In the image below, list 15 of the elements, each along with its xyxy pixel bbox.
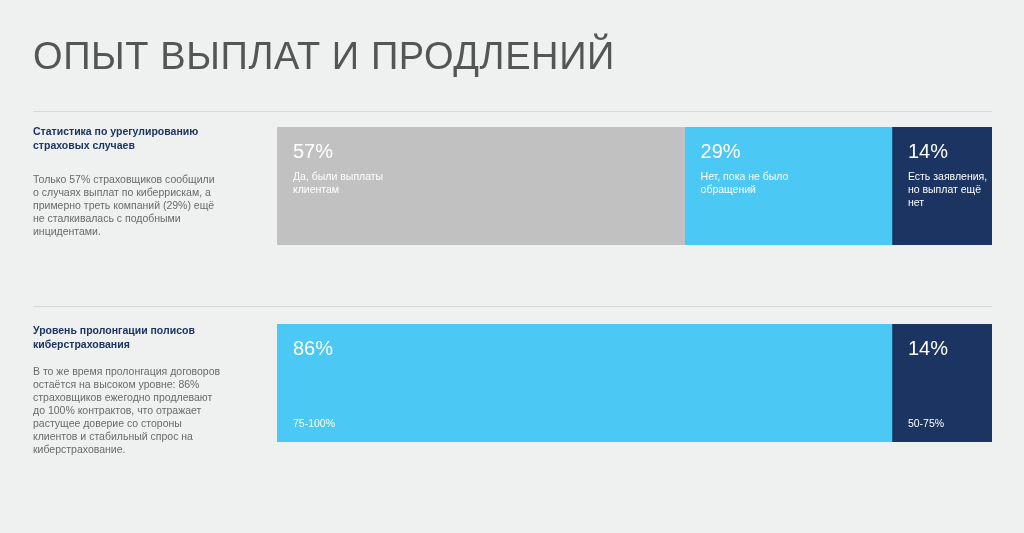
text: Статистика по урегулированию страховых случаев	[33, 124, 200, 152]
series-label: Да, были выплаты клиентам	[293, 170, 384, 195]
data-label: 29%	[700, 140, 741, 162]
text: Уровень пролонгации полисов киберстрахования	[33, 323, 196, 351]
data-label: 14%	[907, 140, 949, 162]
series-label: Есть заявления, но выплат ещё нет	[907, 170, 988, 208]
series-label: 75-100%	[293, 417, 336, 429]
data-label: 14%	[907, 337, 949, 359]
series-label: 50-75%	[907, 417, 945, 429]
data-label: 86%	[293, 337, 334, 359]
text: Только 57% страховщиков сообщили о случаях выплат по киберрискам, а примерно треть компаний (29%) ещё не сталкивалась с подобными инцидентами.	[33, 173, 216, 238]
series-label: Нет, пока не было обращений	[700, 170, 789, 195]
text: В то же время пролонгация договоров остаётся на высоком уровне: 86% страховщиков ежегодно продлевают до 100% контрактов, что отражает растущее доверие со стороны клиентов и стабильный спрос на киберстрахование.	[33, 365, 222, 456]
data-label: 57%	[293, 140, 334, 162]
chart-title: ОПЫТ ВЫПЛАТ И ПРОДЛЕНИЙ	[33, 35, 615, 77]
